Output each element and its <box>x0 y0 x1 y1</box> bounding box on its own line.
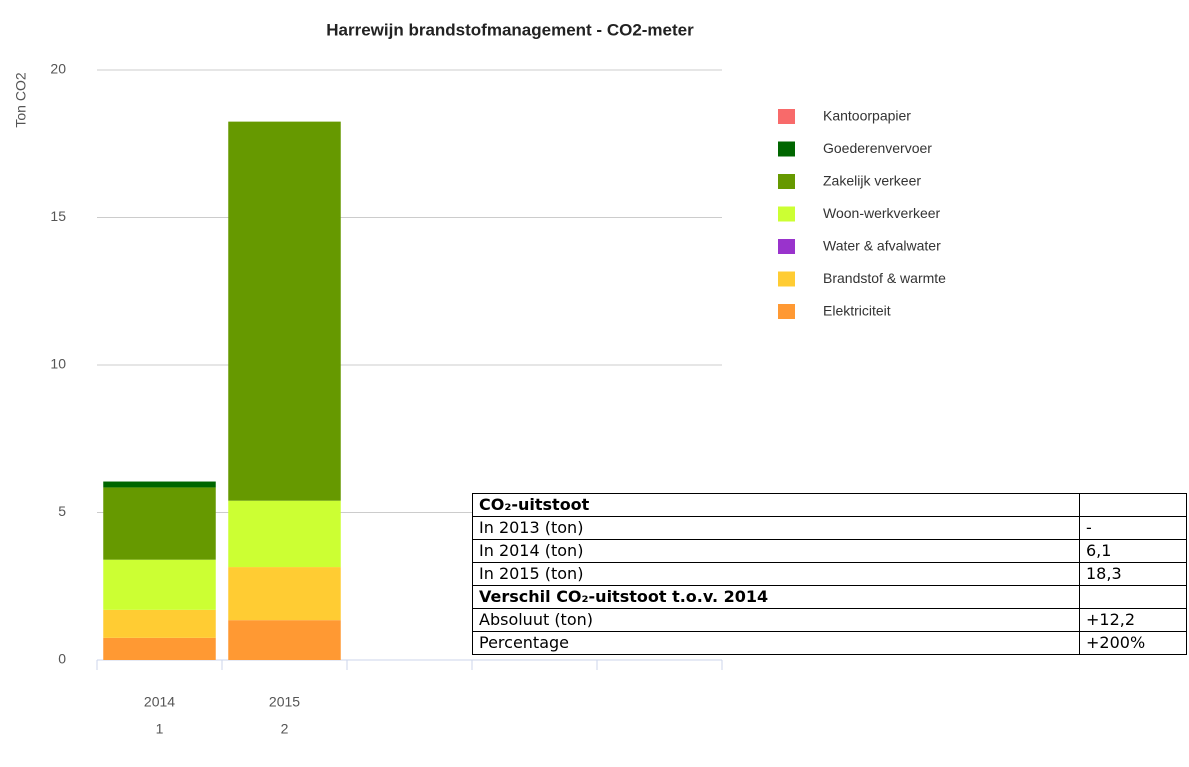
legend-swatch <box>778 271 795 287</box>
y-tick-label: 5 <box>58 503 66 519</box>
chart-title: Harrewijn brandstofmanagement - CO2-mete… <box>326 20 694 39</box>
legend-swatch <box>778 206 795 222</box>
legend-label: Kantoorpapier <box>823 108 911 124</box>
bar-segment <box>103 487 216 560</box>
legend-swatch <box>778 304 795 319</box>
legend-label: Zakelijk verkeer <box>823 173 921 189</box>
bar-segment <box>103 637 216 660</box>
bar-segment <box>228 121 341 501</box>
table-row: In 2013 (ton) - <box>472 516 1187 540</box>
table-cell: In 2014 (ton) <box>472 539 1080 563</box>
y-axis-label: Ton CO2 <box>13 72 29 127</box>
x-tick-label: 2014 <box>144 694 175 710</box>
legend-label: Brandstof & warmte <box>823 270 946 286</box>
bar-segment <box>103 559 216 610</box>
legend-label: Woon-werkverkeer <box>823 205 941 221</box>
legend-label: Elektriciteit <box>823 303 891 319</box>
table-row: CO₂-uitstoot <box>472 493 1187 517</box>
x-tick-sublabel: 2 <box>281 721 289 737</box>
y-tick-label: 0 <box>58 651 66 667</box>
bar-segment <box>103 609 216 638</box>
table-cell: In 2015 (ton) <box>472 562 1080 586</box>
table-row: Verschil CO₂-uitstoot t.o.v. 2014 <box>472 585 1187 609</box>
table: CO₂-uitstoot In 2013 (ton) - In 2014 (ton) 6… <box>472 493 1187 655</box>
table-cell: - <box>1079 516 1187 540</box>
table-row: In 2015 (ton) 18,3 <box>472 562 1187 586</box>
table-cell: Percentage <box>472 631 1080 655</box>
table-cell: +12,2 <box>1079 608 1187 632</box>
y-tick-label: 10 <box>50 356 66 372</box>
legend-swatch <box>778 239 795 254</box>
x-tick-label: 2015 <box>269 694 300 710</box>
table-row: In 2014 (ton) 6,1 <box>472 539 1187 563</box>
table-cell <box>1079 493 1187 517</box>
table-cell: Verschil CO₂-uitstoot t.o.v. 2014 <box>472 585 1080 609</box>
legend-swatch <box>778 174 795 189</box>
y-tick-label: 20 <box>50 61 66 77</box>
legend-swatch <box>778 141 795 157</box>
bar-segment <box>228 500 341 568</box>
table-cell: +200% <box>1079 631 1187 655</box>
table-row: Percentage +200% <box>472 631 1187 655</box>
bar-segment <box>228 620 341 660</box>
legend-label: Water & afvalwater <box>823 238 941 254</box>
y-tick-label: 15 <box>50 208 66 224</box>
table-cell: 18,3 <box>1079 562 1187 586</box>
x-tick-sublabel: 1 <box>156 721 164 737</box>
table-cell: In 2013 (ton) <box>472 516 1080 540</box>
table-row: Absoluut (ton) +12,2 <box>472 608 1187 632</box>
table-cell <box>1079 585 1187 609</box>
bar-segment <box>228 567 341 621</box>
legend-label: Goederenvervoer <box>823 140 932 156</box>
legend-swatch <box>778 109 795 124</box>
table-cell: 6,1 <box>1079 539 1187 563</box>
table-cell: CO₂-uitstoot <box>472 493 1080 517</box>
bar-segment <box>103 481 216 488</box>
table-cell: Absoluut (ton) <box>472 608 1080 632</box>
